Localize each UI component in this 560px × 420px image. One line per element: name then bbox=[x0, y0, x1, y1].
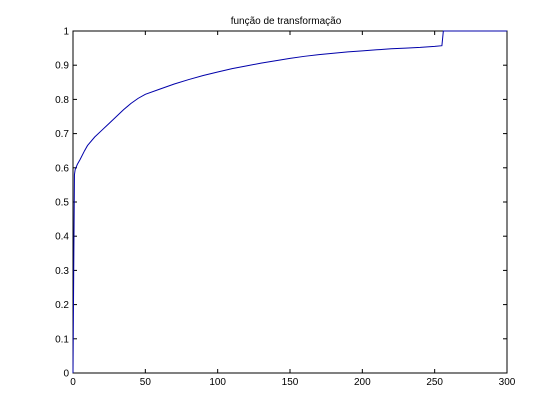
x-tick-label: 300 bbox=[499, 377, 516, 388]
x-tick-label: 100 bbox=[209, 377, 226, 388]
x-tick-label: 200 bbox=[354, 377, 371, 388]
ticks bbox=[72, 30, 508, 374]
x-tick-label: 50 bbox=[140, 377, 152, 388]
plot-area bbox=[72, 30, 508, 374]
y-tick-label: 1 bbox=[63, 27, 69, 38]
x-tick-label: 150 bbox=[282, 377, 299, 388]
x-tick-label: 0 bbox=[70, 377, 76, 388]
chart-title: função de transformação bbox=[231, 16, 342, 27]
y-tick-label: 0.7 bbox=[55, 129, 69, 140]
y-tick-label: 0.2 bbox=[55, 300, 69, 311]
series-line bbox=[72, 30, 507, 374]
y-tick-label: 0.8 bbox=[55, 95, 69, 106]
y-tick-label: 0.1 bbox=[55, 334, 69, 345]
y-tick-label: 0 bbox=[63, 369, 69, 380]
y-tick-label: 0.4 bbox=[55, 232, 69, 243]
y-tick-label: 0.9 bbox=[55, 61, 69, 72]
y-tick-label: 0.6 bbox=[55, 163, 69, 174]
y-tick-label: 0.5 bbox=[55, 198, 69, 209]
tick-labels: 0 50 100 150 200 250 300 0 0.1 0.2 0.3 0.4 0.5 0.6 0.7… bbox=[55, 27, 516, 389]
x-tick-label: 250 bbox=[426, 377, 443, 388]
y-tick-label: 0.3 bbox=[55, 266, 69, 277]
